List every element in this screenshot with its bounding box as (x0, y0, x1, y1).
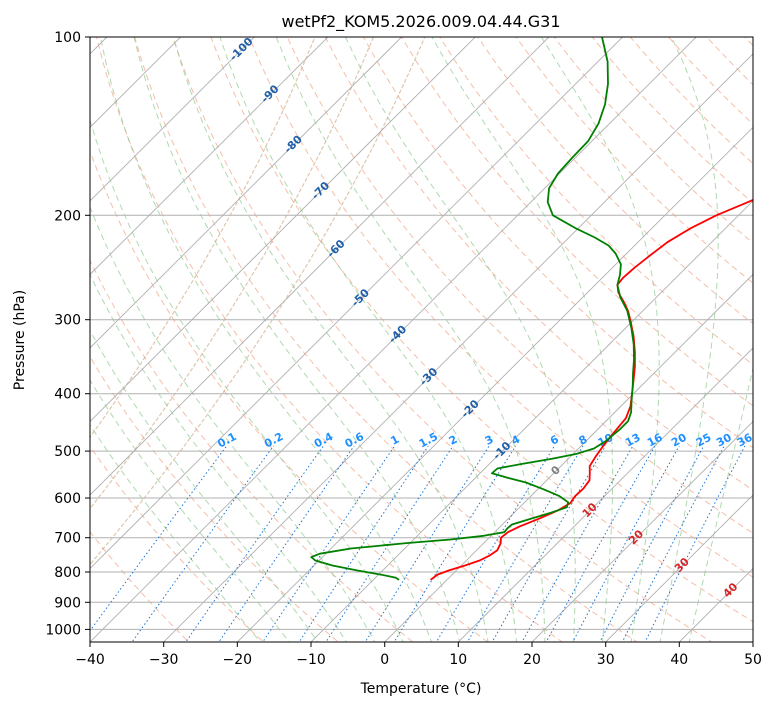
x-tick-label: −20 (223, 652, 253, 668)
isotherm-line (236, 126, 753, 642)
dry-adiabat-line (248, 37, 753, 578)
dry-adiabat-line (210, 37, 753, 623)
x-tick-label: 10 (449, 652, 467, 668)
y-tick-label: 300 (54, 313, 81, 329)
plot-frame (89, 36, 754, 643)
moist-adiabat-line (219, 37, 518, 642)
dry-adiabats (90, 37, 753, 642)
y-tick-label: 700 (54, 531, 81, 547)
mixing-ratio-label: 36 (735, 431, 755, 450)
saturation-curve (90, 37, 426, 566)
dry-adiabat-line (286, 37, 753, 534)
y-axis-label: Pressure (hPa) (12, 290, 28, 390)
profile-series (310, 37, 753, 581)
x-tick-label: 50 (744, 652, 762, 668)
moist-adiabat-line (275, 37, 546, 642)
saturation-curves (90, 37, 426, 566)
mixing-ratio-line (435, 445, 555, 642)
mixing-ratio-line (545, 445, 656, 642)
isotherm-line (90, 37, 329, 276)
isotherm-line (90, 37, 697, 642)
mixing-ratio-line (262, 445, 396, 642)
moist-adiabat-line (99, 37, 433, 642)
x-tick-label: 0 (380, 652, 389, 668)
saturation-curve (90, 37, 316, 439)
chart-title: wetPf2_KOM5.2026.009.04.44.G31 (281, 12, 560, 32)
y-tick-label: 800 (54, 565, 81, 581)
x-axis-label: Temperature (°C) (360, 681, 482, 697)
mixing-ratio-labels: 0.1 0.2 0.4 0.6 1 1.5 2 3 4 6 8 10 13 16 20 25 30 36 (215, 430, 755, 451)
mixing-ratio-line (572, 445, 680, 642)
saturation-curve (90, 37, 375, 510)
y-tick-label: 400 (54, 387, 81, 403)
isotherm-line (605, 494, 753, 642)
x-tick-label: −10 (296, 652, 326, 668)
y-tick-label: 900 (54, 595, 81, 611)
isotherm-line (310, 200, 753, 642)
dry-adiabat-line (90, 355, 339, 642)
isotherm-line (457, 347, 753, 642)
mixing-ratio-label: 30 (714, 431, 734, 450)
y-tick-label: 200 (54, 208, 81, 224)
isotherms (90, 37, 753, 642)
dry-adiabat-line (134, 37, 638, 642)
x-axis-ticks: −40 −30 −20 −10 0 10 20 30 40 50 (75, 642, 762, 668)
plot-area: 0.1 0.2 0.4 0.6 1 1.5 2 3 4 6 8 10 13 16 20 25 30 36 -100… (90, 37, 755, 642)
dewpoint-profile-line (310, 37, 635, 581)
isotherm-line (90, 37, 624, 570)
dry-adiabat-line (172, 37, 713, 642)
mixing-ratio-label: 20 (669, 431, 689, 450)
mixing-ratio-label: 16 (645, 431, 665, 450)
y-tick-label: 1000 (45, 622, 81, 638)
y-tick-label: 100 (54, 30, 81, 46)
isotherm-line (90, 37, 550, 496)
x-tick-label: 40 (670, 652, 688, 668)
mixing-ratio-lines (90, 445, 746, 642)
y-axis-ticks: 100 200 300 400 500 600 700 800 900 1000 (45, 30, 90, 638)
y-tick-label: 600 (54, 491, 81, 507)
x-tick-label: 20 (523, 652, 541, 668)
dry-adiabat-line (90, 445, 265, 642)
isotherm-line (90, 37, 182, 129)
dry-adiabat-line (90, 259, 414, 642)
isotherm-line (90, 37, 476, 423)
x-tick-label: 30 (597, 652, 615, 668)
mixing-ratio-line (364, 445, 490, 642)
dry-adiabat-line (90, 149, 489, 642)
mixing-ratio-line (521, 445, 634, 642)
mixing-ratio-label: 25 (694, 431, 714, 450)
mixing-ratio-line (599, 445, 705, 642)
isotherm-line (90, 37, 255, 202)
x-tick-label: −30 (149, 652, 179, 668)
isotherm-line (531, 420, 753, 642)
dry-adiabat-line (90, 531, 190, 642)
moist-adiabat-line (90, 205, 376, 642)
pressure-gridlines (90, 37, 753, 630)
moist-adiabat-line (431, 37, 614, 642)
isotherm-line (90, 37, 403, 349)
moist-adiabat-line (344, 37, 576, 642)
dry-adiabat-line (95, 37, 564, 642)
moist-adiabat-line (659, 37, 719, 642)
dry-adiabat-line (362, 37, 753, 449)
isotherm-line (384, 273, 753, 642)
dry-adiabat-line (324, 37, 753, 491)
mixing-ratio-line (644, 445, 746, 642)
isotherm-line (163, 53, 753, 642)
moist-adiabat-line (90, 329, 319, 642)
mixing-ratio-line (393, 445, 517, 642)
mixing-ratio-line (218, 445, 355, 642)
y-tick-label: 500 (54, 444, 81, 460)
mixing-ratio-line (131, 445, 274, 642)
x-tick-label: −40 (75, 652, 105, 668)
mixing-ratio-line (491, 445, 607, 642)
mixing-ratio-label: 13 (623, 431, 643, 450)
dry-adiabat-line (515, 37, 753, 284)
